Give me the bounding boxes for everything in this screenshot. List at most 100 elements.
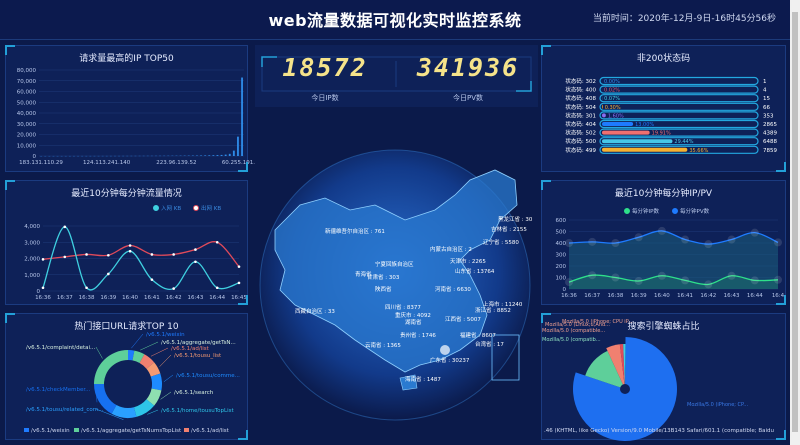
slice-label: /v6.5.1/aggregate/getTsN...: [161, 340, 236, 346]
y-tick-label: 4,000: [24, 224, 40, 230]
data-point: [774, 275, 782, 284]
series-line: [568, 230, 779, 245]
x-tick-label: 16:4: [772, 293, 785, 299]
bar-percent: 19.91%: [652, 131, 671, 137]
donut-slice: [150, 373, 163, 391]
map-province-label: 陕西省: [375, 287, 392, 293]
ip-count: 18572: [282, 53, 368, 82]
slice-label: /v6.5.1/home/tousuTopList: [161, 408, 234, 414]
map-province-label: 内蒙古自治区 : 2: [430, 247, 472, 253]
pie-slice: [606, 344, 625, 389]
slice-label: Mozilla/5.0 (compatib...: [542, 337, 601, 343]
legend-marker: [153, 205, 159, 211]
data-point: [681, 235, 690, 244]
bar: [237, 136, 239, 156]
page-title: web流量数据可视化实时监控系统: [268, 11, 522, 30]
x-tick-label: 16:40: [122, 295, 138, 301]
map-province-label: 浙江省 : 8852: [475, 308, 511, 314]
map-province-label: 湖南省: [405, 320, 422, 326]
y-tick-label: 200: [556, 264, 567, 270]
map-province-label: 海南省 : 1487: [405, 377, 441, 383]
y-tick-label: 500: [556, 230, 567, 236]
bar-track: [599, 94, 759, 103]
panel-top-ip: 请求量最高的IP TOP50 0 10,000 20,000 30,000 40,000 5…: [5, 45, 263, 172]
y-tick-label: 20,000: [17, 133, 37, 139]
chart-svg: /v6.5.1/weixin/v6.5.1/aggregate/getTsN..…: [24, 332, 240, 434]
status-count: 7859: [763, 148, 777, 154]
scrollbar[interactable]: [790, 0, 800, 445]
y-tick-label: 100: [556, 276, 567, 282]
status-label: 状态码: 302: [565, 77, 596, 85]
pie-hole: [620, 384, 630, 394]
pv-count: 341936: [416, 53, 520, 82]
map-province-label: 宁夏回族自治区: [375, 262, 414, 268]
bar-track: [599, 85, 759, 94]
panel-ip-pv: 最近10分钟每分钟IP/PV 0 100 200 300 400 500 600 16:36 16…: [541, 180, 786, 305]
bar-track: [599, 102, 759, 111]
bar-fill: [602, 104, 603, 109]
china-map[interactable]: 新疆维吾尔自治区 : 761 黑龙江省 : 30 吉林省 : 2155 辽宁省 : 5…: [255, 110, 538, 440]
map-province-label: 天津市 : 2265: [450, 259, 486, 265]
panel-traffic: 最近10分钟每分钟流量情况 0 1,000 2,000 3,000 4,000 16:36 1…: [5, 180, 248, 305]
bar: [241, 77, 243, 156]
status-count: 6488: [763, 139, 777, 145]
pv-label: 今日PV数: [452, 94, 483, 102]
south-china-sea-inset: [491, 334, 520, 381]
data-point: [172, 287, 175, 290]
y-tick-label: 1,000: [24, 273, 40, 279]
label-line: [140, 341, 159, 351]
stats-frame: [261, 56, 532, 92]
x-tick-label: 16:44: [209, 295, 225, 301]
y-tick-label: 0: [37, 289, 41, 295]
x-tick-label: 16:45: [231, 295, 247, 301]
bar-percent: 1.60%: [608, 113, 624, 119]
bar-percent: 35.66%: [689, 148, 708, 154]
x-tick-label: 16:42: [166, 295, 182, 301]
globe-ring: [259, 149, 531, 421]
bar-fill: [602, 139, 673, 144]
donut-slice: [146, 362, 161, 377]
chart-svg: 0 10,000 20,000 30,000 40,000 50,000 60,000 70,…: [17, 68, 263, 166]
x-tick-label: 16:38: [79, 295, 95, 301]
status-label: 状态码: 400: [565, 86, 596, 94]
y-tick-label: 300: [556, 253, 567, 259]
legend-marker: [672, 208, 678, 214]
y-tick-label: 10,000: [17, 143, 37, 149]
y-tick-label: 40,000: [17, 111, 37, 117]
scrollbar-thumb[interactable]: [792, 12, 798, 432]
data-point: [565, 239, 573, 247]
slice-label: /v6.5.1/weixin: [146, 332, 185, 338]
bar-track: [599, 111, 759, 120]
bar: [200, 155, 202, 156]
panel-title: 请求量最高的IP TOP50: [79, 54, 174, 64]
slice-label: /v6.5.1/checkMember...: [26, 387, 91, 393]
bar-percent: 0.02%: [604, 88, 620, 94]
x-tick-label: 16:41: [144, 295, 160, 301]
bar: [216, 155, 219, 156]
legend-marker: [24, 428, 29, 432]
data-point: [41, 286, 45, 290]
data-point: [588, 237, 597, 246]
data-point: [215, 240, 219, 244]
bar-track: [599, 119, 759, 129]
y-tick-label: 70,000: [17, 79, 37, 85]
data-point: [215, 286, 219, 290]
y-tick-label: 60,000: [17, 90, 37, 96]
slice-label: Mozilla/5.0 (iPhone; CP...: [687, 402, 748, 408]
header: web流量数据可视化实时监控系统 当前时间：2020年-12月-9日-16时45…: [0, 0, 790, 40]
status-label: 状态码: 408: [565, 94, 596, 102]
bar: [232, 150, 235, 156]
x-tick-label: 183.131.110.29: [19, 160, 63, 166]
donut-slice: [133, 399, 155, 417]
data-point: [611, 273, 620, 282]
map-province-label: 吉林省 : 2155: [491, 227, 527, 233]
x-tick-label: 16:43: [724, 293, 740, 299]
legend-label: /v6.5.1/aggregate/getTsNumsTopList: [81, 428, 182, 434]
bar-percent: 29.44%: [674, 139, 693, 145]
chart-svg: 0 1,000 2,000 3,000 4,000 16:36 16:37 16:38 16:3…: [24, 204, 247, 301]
label-line: [95, 388, 98, 403]
data-point: [150, 253, 154, 256]
panel-title: 非200状态码: [636, 54, 691, 64]
status-count: 4: [763, 88, 767, 94]
data-point: [85, 286, 88, 290]
